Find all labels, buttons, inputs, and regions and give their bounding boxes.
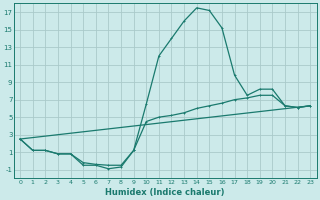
X-axis label: Humidex (Indice chaleur): Humidex (Indice chaleur) (106, 188, 225, 197)
